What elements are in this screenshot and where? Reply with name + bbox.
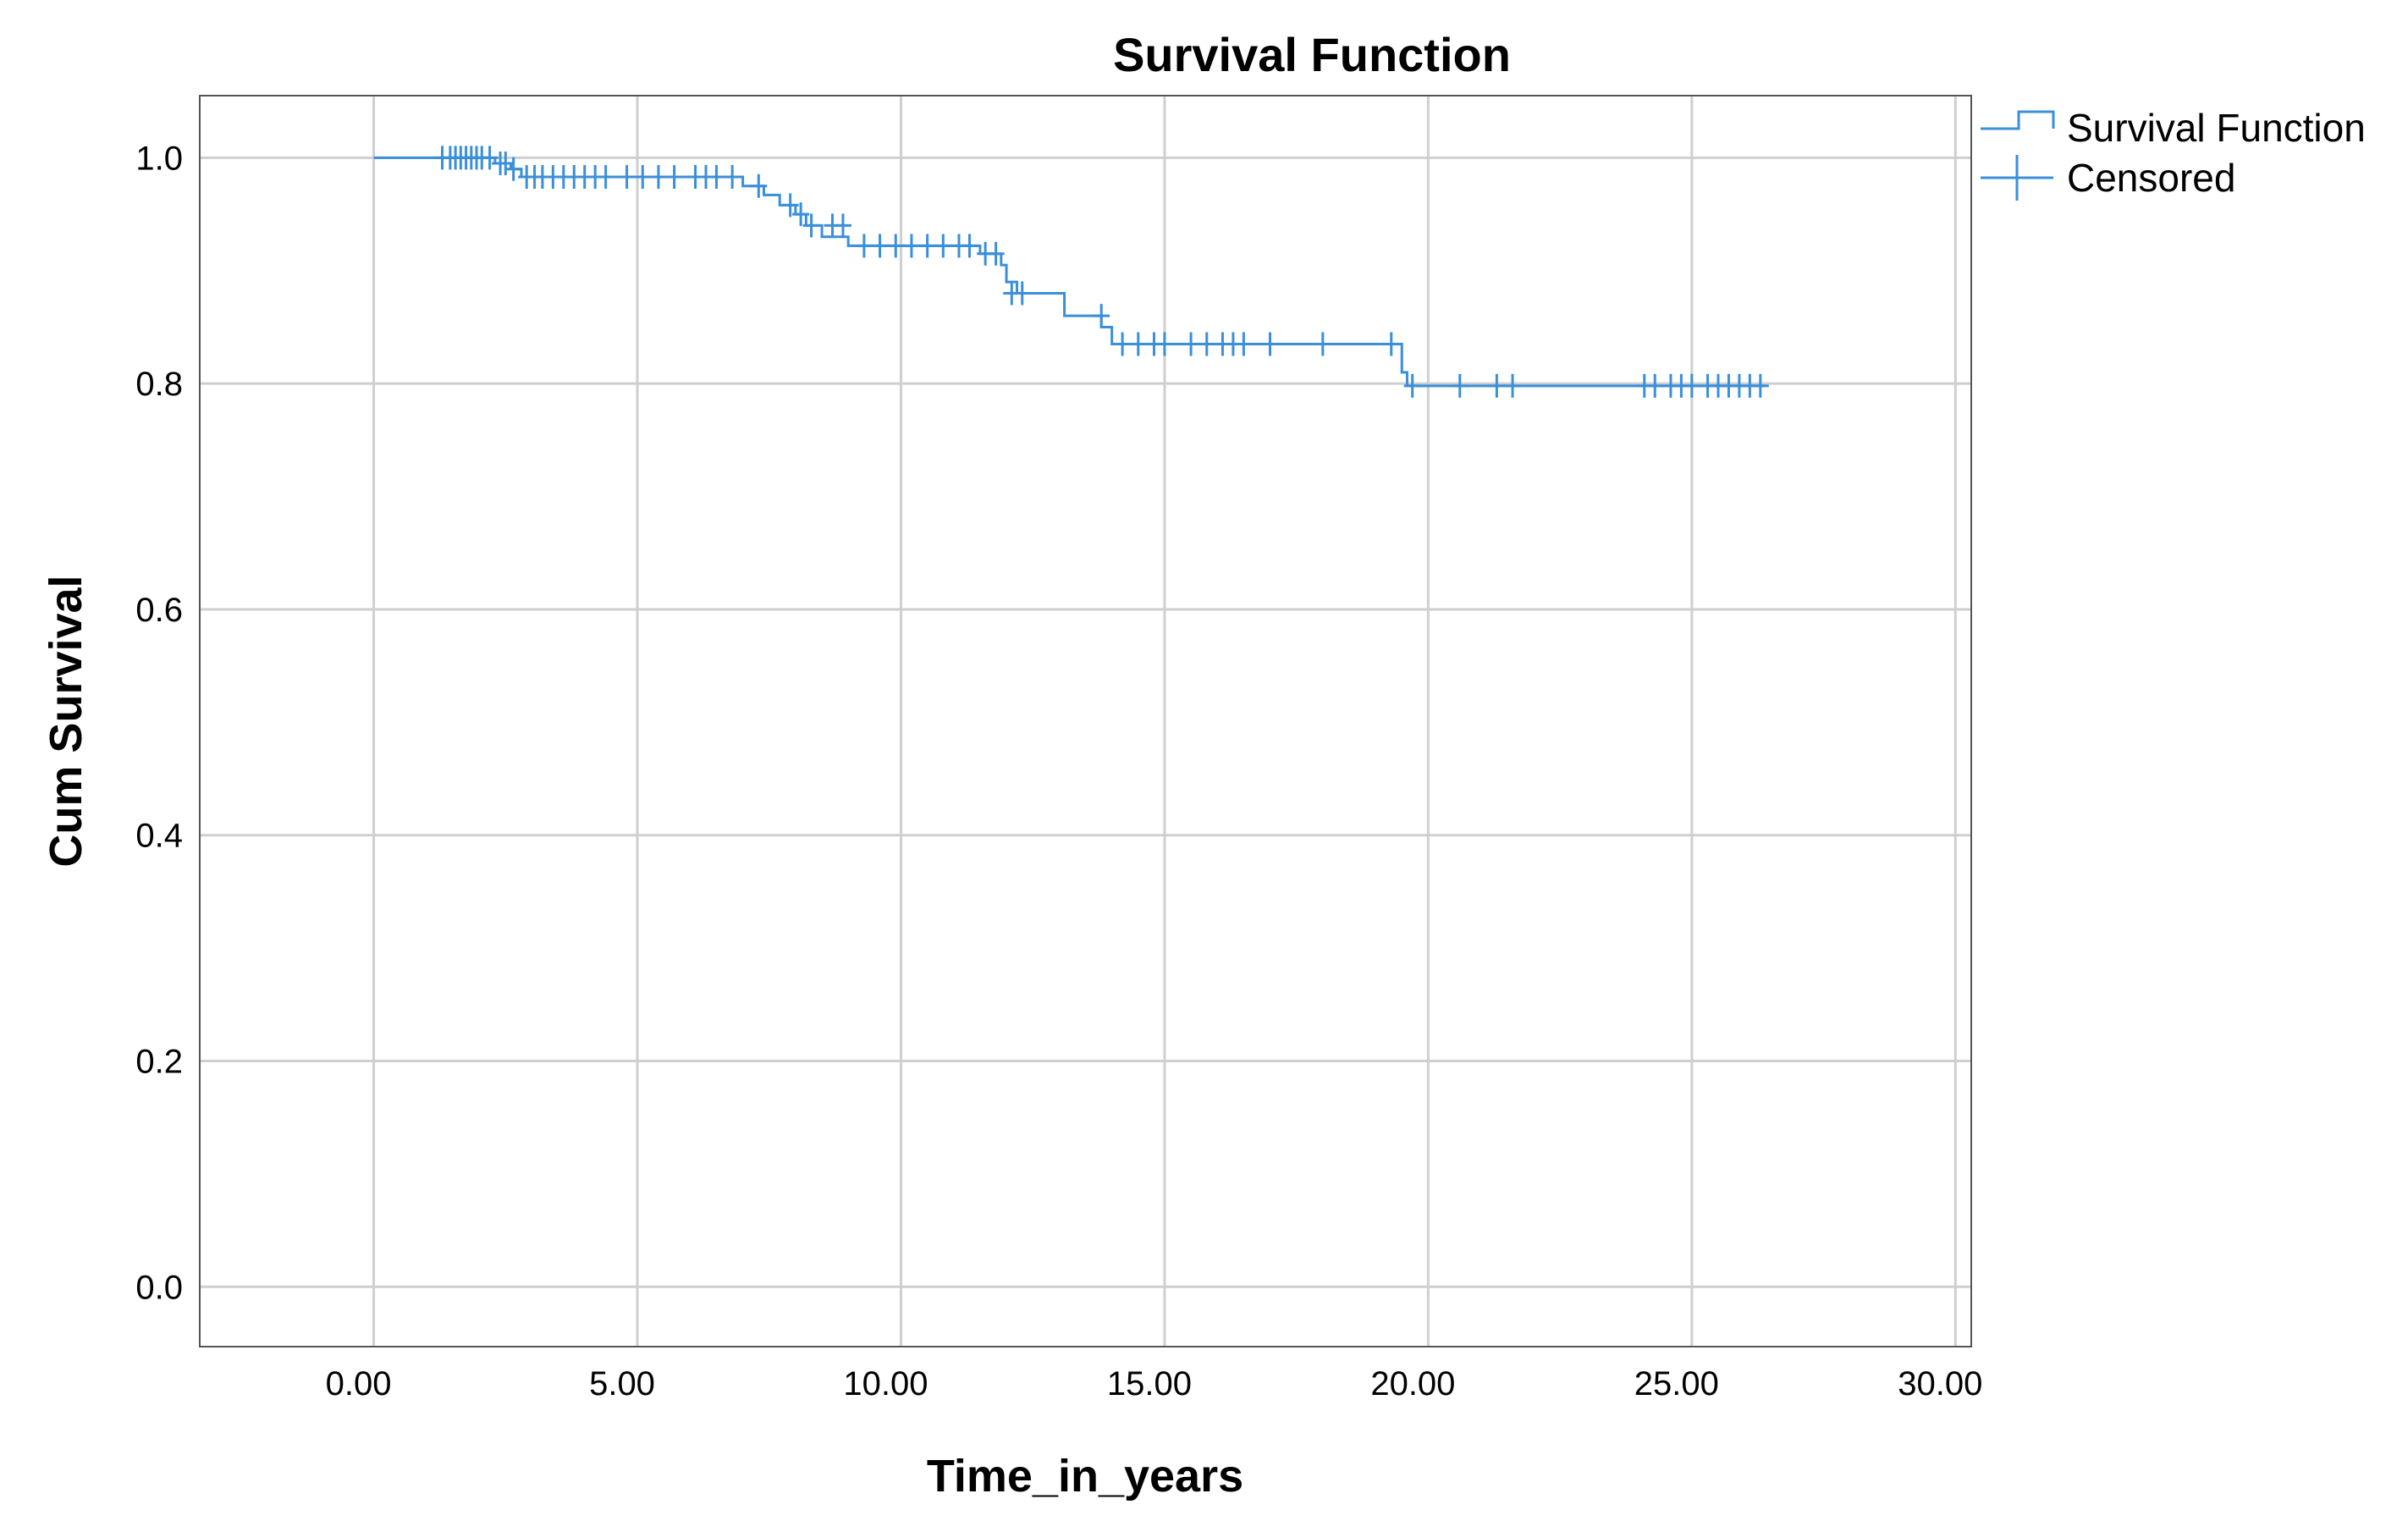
censored-marker xyxy=(1403,373,1421,398)
x-axis-label: Time_in_years xyxy=(927,1451,1243,1502)
censored-marker xyxy=(934,234,952,258)
legend-censored-label: Censored xyxy=(2067,156,2235,200)
x-tick-label: 30.00 xyxy=(1898,1365,1982,1403)
chart-title: Survival Function xyxy=(1113,28,1511,81)
plot-frame xyxy=(199,95,1972,1347)
censored-marker xyxy=(708,165,725,190)
censored-marker xyxy=(1198,332,1215,356)
censored-marker xyxy=(497,152,515,176)
censored-marker xyxy=(1093,304,1110,328)
censored-marker xyxy=(1013,281,1031,306)
x-tick-label: 20.00 xyxy=(1370,1365,1455,1403)
censored-marker xyxy=(1504,373,1522,398)
censored-marker xyxy=(1235,332,1253,356)
grid-layer xyxy=(200,96,1971,1347)
y-tick-label: 0.6 xyxy=(135,592,183,629)
legend-survival-function-swatch xyxy=(1981,110,2055,130)
censored-marker xyxy=(1261,332,1279,356)
legend: Survival Function Censored xyxy=(1981,106,2366,201)
x-tick-label: 25.00 xyxy=(1634,1365,1719,1403)
censored-marker xyxy=(1314,332,1331,356)
censored-marker xyxy=(1114,332,1132,356)
censored-marker xyxy=(1129,332,1147,356)
y-tick-label: 0.0 xyxy=(135,1269,183,1306)
censored-marker xyxy=(504,157,522,181)
censored-marker xyxy=(1646,373,1664,398)
censored-marker xyxy=(618,165,636,190)
x-tick-label: 0.00 xyxy=(326,1365,392,1403)
censored-marker xyxy=(481,146,499,170)
y-tick-label: 0.2 xyxy=(135,1044,183,1081)
censored-marker xyxy=(887,234,905,258)
censored-marker xyxy=(750,174,768,198)
legend-censored-swatch xyxy=(1981,155,2053,201)
censored-marker xyxy=(1382,332,1400,356)
x-tick-label: 5.00 xyxy=(589,1365,655,1403)
censored-marker xyxy=(1683,373,1700,398)
y-tick-label: 0.8 xyxy=(135,366,183,403)
censored-marker xyxy=(918,234,936,258)
censored-marker xyxy=(1488,373,1506,398)
y-axis-label: Cum Survival xyxy=(41,575,91,867)
censored-marker xyxy=(1751,373,1769,398)
censored-markers xyxy=(433,146,1769,398)
censored-marker xyxy=(724,165,741,190)
censored-marker xyxy=(649,165,667,190)
censored-marker xyxy=(597,165,614,190)
censored-marker xyxy=(781,193,799,218)
censored-marker xyxy=(834,213,851,238)
censored-marker xyxy=(665,165,683,190)
censored-marker xyxy=(1155,332,1173,356)
censored-marker xyxy=(871,234,889,258)
y-tick-label: 0.4 xyxy=(135,818,183,855)
censored-marker xyxy=(802,213,820,238)
y-tick-label: 1.0 xyxy=(135,140,183,177)
x-tick-labels: 0.00 5.00 10.00 15.00 20.00 25.00 30.00 xyxy=(326,1365,1983,1403)
legend-survival-function-label: Survival Function xyxy=(2067,106,2366,150)
censored-marker xyxy=(1182,332,1200,356)
x-tick-label: 15.00 xyxy=(1107,1365,1192,1403)
censored-marker xyxy=(902,234,920,258)
y-tick-labels: 0.0 0.2 0.4 0.6 0.8 1.0 xyxy=(135,140,183,1306)
censored-marker xyxy=(634,165,652,190)
censored-marker xyxy=(961,234,978,258)
censored-marker xyxy=(855,234,873,258)
censored-marker xyxy=(987,241,1005,266)
x-tick-label: 10.00 xyxy=(843,1365,928,1403)
censored-marker xyxy=(1451,373,1468,398)
censored-marker xyxy=(792,202,810,227)
